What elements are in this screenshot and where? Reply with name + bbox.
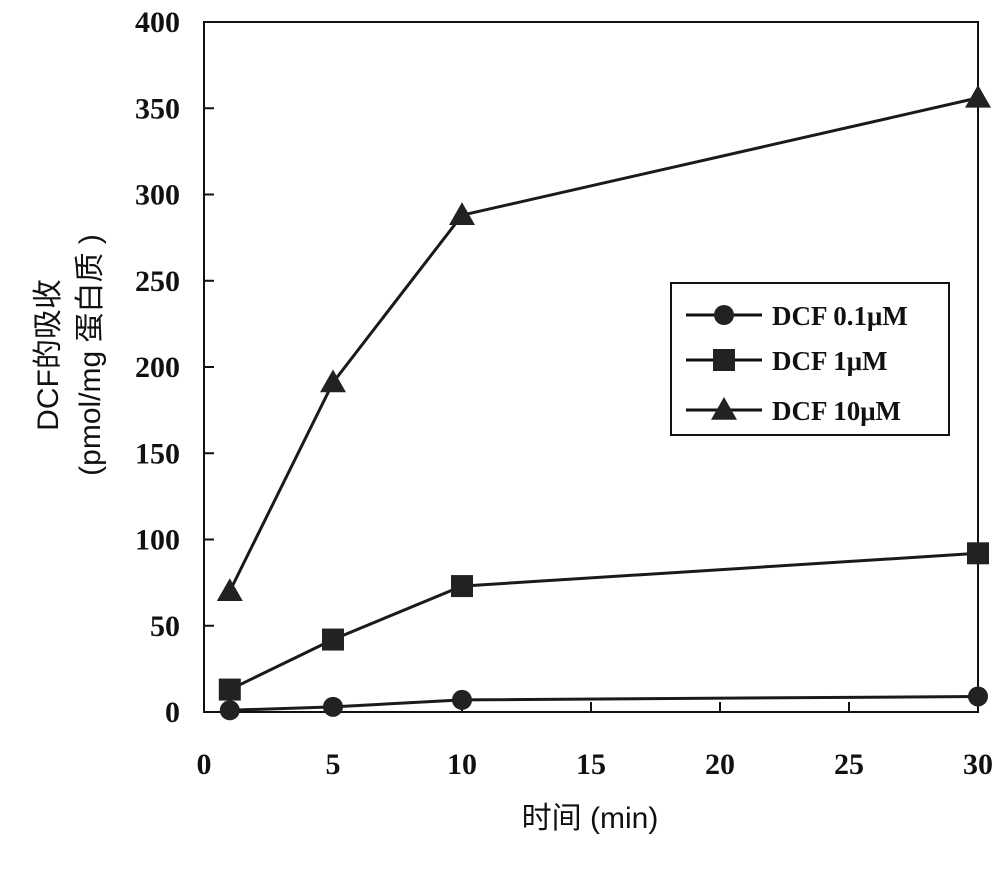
- data-point: [452, 690, 472, 710]
- legend: DCF 0.1μM DCF 1μM DCF 10μM: [671, 283, 949, 435]
- x-tick-label: 15: [576, 748, 606, 781]
- data-point: [451, 575, 473, 597]
- series-line: [230, 553, 978, 689]
- y-axis-title-line1: DCF的吸收: [32, 279, 65, 431]
- y-axis-ticks: 0 50 100 150 200 250 300 350 400: [135, 6, 214, 729]
- y-axis-title-line2: (pmol/mg 蛋白质 ): [74, 234, 107, 476]
- y-tick-label: 350: [135, 92, 180, 125]
- y-tick-label: 400: [135, 6, 180, 39]
- x-tick-label: 25: [834, 748, 864, 781]
- y-axis-title: DCF的吸收 (pmol/mg 蛋白质 ): [32, 234, 107, 476]
- legend-marker: [713, 349, 735, 371]
- y-tick-label: 100: [135, 524, 180, 557]
- y-tick-label: 50: [150, 610, 180, 643]
- legend-label: DCF 10μM: [772, 396, 901, 426]
- data-point: [220, 700, 240, 720]
- y-tick-label: 0: [165, 696, 180, 729]
- data-point: [323, 697, 343, 717]
- x-tick-label: 10: [447, 748, 477, 781]
- y-tick-label: 300: [135, 179, 180, 212]
- data-point: [219, 679, 241, 701]
- series-1: [220, 686, 988, 720]
- x-tick-label: 0: [197, 748, 212, 781]
- legend-label: DCF 0.1μM: [772, 301, 908, 331]
- x-axis-ticks: 0 5 10 15 20 25 30: [197, 702, 994, 781]
- legend-label: DCF 1μM: [772, 346, 888, 376]
- data-point: [322, 629, 344, 651]
- x-tick-label: 5: [326, 748, 341, 781]
- series-2: [219, 542, 989, 700]
- y-tick-label: 200: [135, 351, 180, 384]
- data-point: [217, 578, 243, 601]
- y-tick-label: 150: [135, 437, 180, 470]
- data-point: [968, 686, 988, 706]
- data-point: [965, 85, 991, 108]
- data-point: [967, 542, 989, 564]
- legend-marker: [714, 305, 734, 325]
- x-tick-label: 30: [963, 748, 993, 781]
- x-axis-title: 时间 (min): [522, 802, 659, 835]
- y-tick-label: 250: [135, 265, 180, 298]
- x-tick-label: 20: [705, 748, 735, 781]
